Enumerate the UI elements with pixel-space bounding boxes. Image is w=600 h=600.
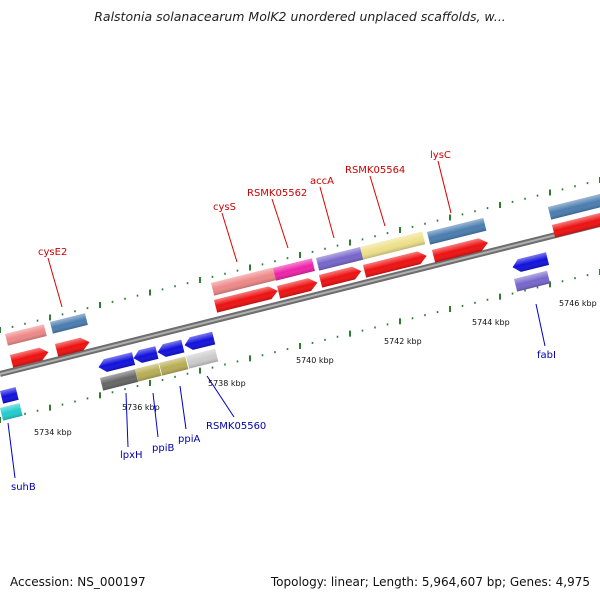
scale-label: 5744 kbp [472, 318, 510, 327]
reverse-label-leaders [7, 303, 546, 479]
scale-label: 5742 kbp [384, 337, 422, 346]
map-title: Ralstonia solanacearum MolK2 unordered u… [94, 9, 506, 24]
gene-label-fabI[interactable]: fabI [537, 350, 556, 361]
gene-label-ppiA[interactable]: ppiA [178, 434, 200, 445]
forward-label-leaders [47, 160, 452, 308]
scale-label: 5738 kbp [208, 379, 246, 388]
gene-label-cysS[interactable]: cysS [213, 202, 236, 213]
gene-label-lysC[interactable]: lysC [430, 150, 451, 161]
backbone [0, 221, 600, 377]
gene-label-ppiB[interactable]: ppiB [152, 443, 174, 454]
forward-cds-row[interactable] [10, 208, 600, 368]
gene-label-suhB[interactable]: suhB [11, 482, 36, 493]
genome-summary-text: Topology: linear; Length: 5,964,607 bp; … [270, 575, 590, 589]
gene-label-RSMK05560[interactable]: RSMK05560 [206, 421, 266, 432]
gene-label-lpxH[interactable]: lpxH [120, 450, 143, 461]
reverse-feature-row[interactable] [0, 270, 551, 421]
forward-gene-labels: cysE2 cysS RSMK05562 accA RSMK05564 lysC [38, 150, 451, 258]
reverse-gene-labels: suhB lpxH ppiB ppiA RSMK05560 fabI [11, 350, 556, 493]
reverse-cds-row[interactable] [0, 252, 550, 404]
forward-tick-track [0, 177, 600, 333]
forward-feature-row[interactable] [5, 190, 600, 346]
accession-text: Accession: NS_000197 [10, 575, 146, 589]
scale-label: 5736 kbp [122, 403, 160, 412]
gene-label-RSMK05564[interactable]: RSMK05564 [345, 165, 405, 176]
scale-labels: 5734 kbp 5736 kbp 5738 kbp 5740 kbp 5742… [34, 299, 597, 437]
scale-label: 5740 kbp [296, 356, 334, 365]
gene-label-RSMK05562[interactable]: RSMK05562 [247, 188, 307, 199]
scale-label: 5734 kbp [34, 428, 72, 437]
gene-label-cysE2[interactable]: cysE2 [38, 247, 67, 258]
scale-label: 5746 kbp [559, 299, 597, 308]
gene-label-accA[interactable]: accA [310, 176, 334, 187]
